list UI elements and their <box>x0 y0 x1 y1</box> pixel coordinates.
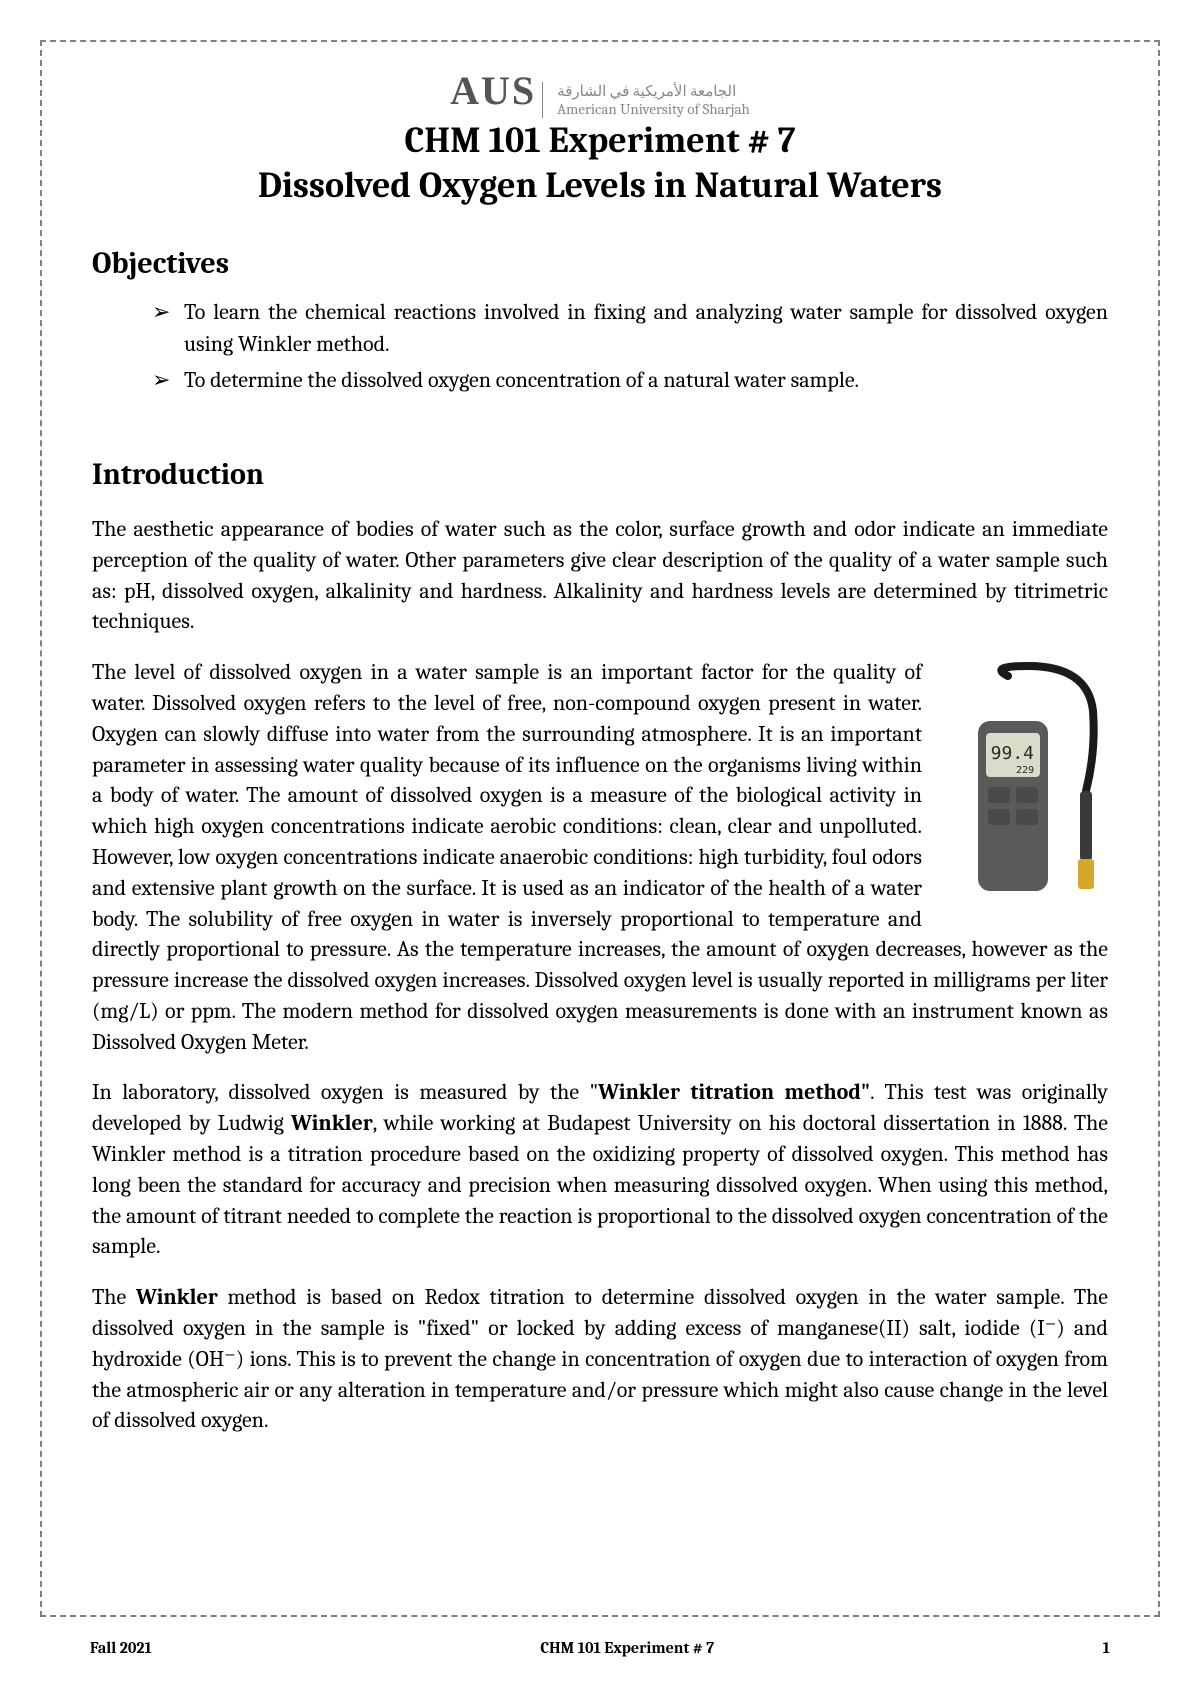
meter-display-sub: 229 <box>1016 765 1034 776</box>
objective-item: To learn the chemical reactions involved… <box>152 297 1108 361</box>
meter-display-main: 99.4 <box>991 743 1034 764</box>
para3-bold-winkler-method: Winkler titration method" <box>598 1079 870 1105</box>
introduction-body: The aesthetic appearance of bodies of wa… <box>92 514 1108 1436</box>
intro-paragraph-2: The level of dissolved oxygen in a water… <box>92 657 1108 1057</box>
introduction-heading: Introduction <box>92 457 1108 492</box>
logo-english-line: American University of Sharjah <box>557 100 750 118</box>
logo-arabic-line: الجامعة الأمريكية في الشارقة <box>557 82 750 100</box>
logo-subtext: الجامعة الأمريكية في الشارقة American Un… <box>557 82 750 118</box>
para4-text-a: The <box>92 1284 136 1310</box>
logo-divider <box>542 82 543 118</box>
university-logo-block: AUS الجامعة الأمريكية في الشارقة America… <box>92 67 1108 118</box>
logo-aus-text: AUS <box>450 68 536 113</box>
para2-body: water. Dissolved oxygen refers to the le… <box>92 690 922 932</box>
para3-text-a: In laboratory, dissolved oxygen is measu… <box>92 1079 598 1105</box>
objective-item: To determine the dissolved oxygen concen… <box>152 365 1108 397</box>
objectives-heading: Objectives <box>92 246 1108 281</box>
intro-paragraph-1: The aesthetic appearance of bodies of wa… <box>92 514 1108 637</box>
footer-left: Fall 2021 <box>90 1639 152 1657</box>
document-title-line2: Dissolved Oxygen Levels in Natural Water… <box>92 165 1108 206</box>
footer-center: CHM 101 Experiment # 7 <box>540 1639 714 1657</box>
para4-text-b: method is based on Redox titration to de… <box>92 1284 1108 1433</box>
page-content-frame: AUS الجامعة الأمريكية في الشارقة America… <box>40 40 1160 1617</box>
meter-svg-icon: 99.4 229 <box>938 661 1108 911</box>
footer-right: 1 <box>1103 1639 1110 1657</box>
para2-lead: The level of dissolved oxygen in a water… <box>92 659 922 685</box>
intro-paragraph-3: In laboratory, dissolved oxygen is measu… <box>92 1077 1108 1262</box>
objectives-list: To learn the chemical reactions involved… <box>92 297 1108 397</box>
document-title-line1: CHM 101 Experiment # 7 <box>92 120 1108 161</box>
para4-bold-winkler: Winkler <box>136 1284 218 1310</box>
page-footer: Fall 2021 CHM 101 Experiment # 7 1 <box>90 1639 1110 1657</box>
para3-bold-winkler-name: Winkler <box>291 1110 373 1136</box>
intro-paragraph-4: The Winkler method is based on Redox tit… <box>92 1282 1108 1436</box>
dissolved-oxygen-meter-image: 99.4 229 <box>938 661 1108 911</box>
